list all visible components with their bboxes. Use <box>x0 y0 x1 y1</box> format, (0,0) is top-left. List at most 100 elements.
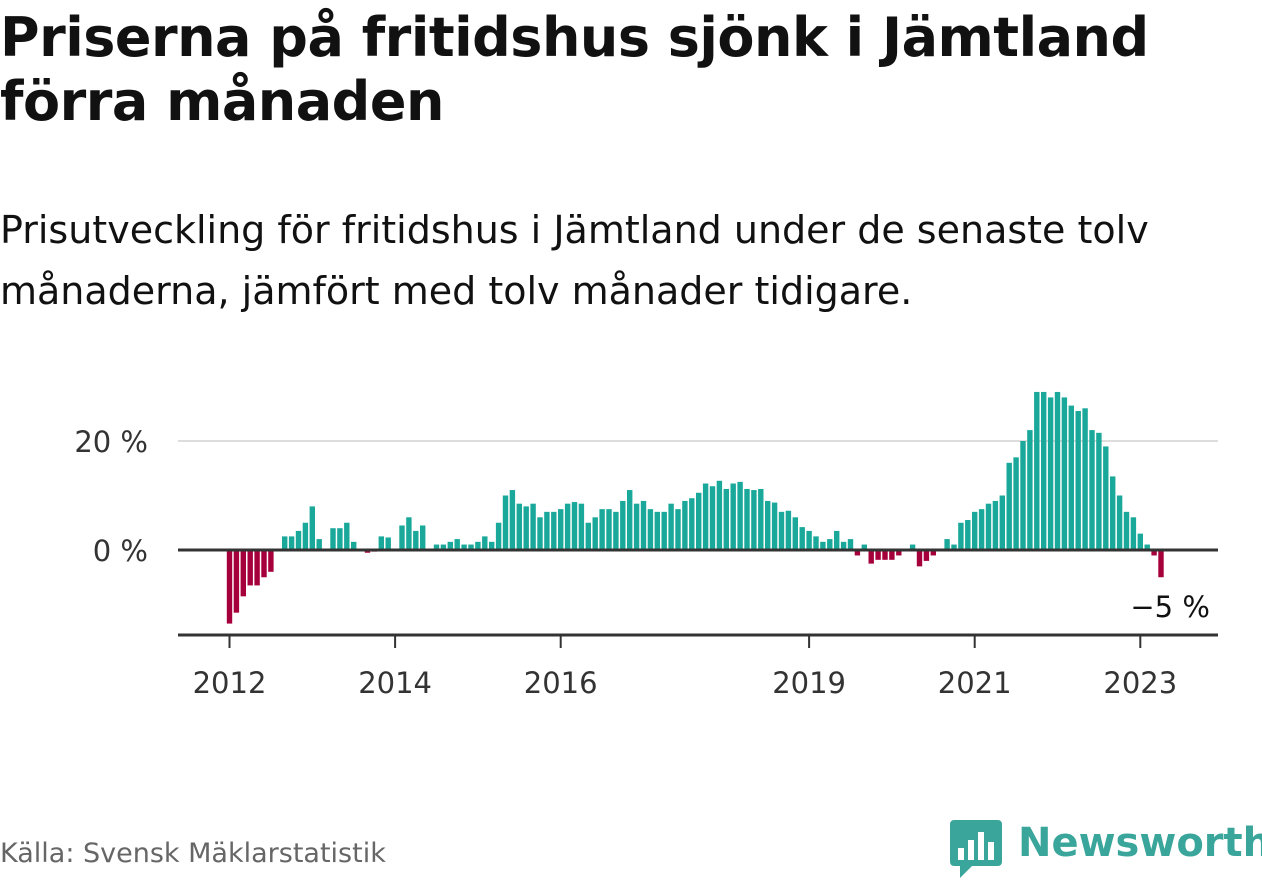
bar <box>1103 446 1109 550</box>
bar <box>1089 430 1095 550</box>
bar <box>226 550 233 624</box>
bar <box>516 503 522 551</box>
bar <box>1068 405 1074 550</box>
bar <box>958 522 964 550</box>
bar <box>675 509 681 551</box>
bar <box>1041 391 1047 550</box>
bar <box>592 517 598 550</box>
bar <box>1144 544 1150 550</box>
bar <box>916 550 923 567</box>
bar <box>875 550 881 560</box>
bar <box>923 550 930 561</box>
bar <box>944 539 950 550</box>
x-tick-label: 2021 <box>938 666 1012 700</box>
source-note: Källa: Svensk Mäklarstatistik <box>0 838 386 869</box>
bar <box>316 539 322 550</box>
bar <box>571 502 578 550</box>
bar <box>282 536 288 551</box>
bar <box>799 527 805 550</box>
bar <box>1020 441 1026 550</box>
bar <box>972 511 978 550</box>
bar <box>295 530 302 550</box>
bar <box>330 528 336 550</box>
bar <box>461 544 467 550</box>
bar <box>1110 476 1116 551</box>
bar <box>413 530 419 550</box>
bar <box>633 503 640 551</box>
bar <box>1054 391 1061 550</box>
bar <box>378 536 384 551</box>
bar <box>475 541 481 551</box>
bar <box>399 525 405 551</box>
bar <box>1116 495 1123 550</box>
bar <box>806 530 812 550</box>
x-ticks: 2012 2014 2016 2019 2021 2023 <box>193 635 1177 700</box>
bar <box>1137 533 1143 550</box>
bar <box>861 544 867 550</box>
bar <box>627 490 633 550</box>
brand-name: Newsworthy <box>1018 820 1262 866</box>
bar <box>489 541 495 551</box>
bar <box>420 525 426 551</box>
bar <box>385 537 391 551</box>
bar <box>730 483 736 550</box>
bar <box>268 550 274 572</box>
bar <box>827 539 833 550</box>
bar <box>1006 462 1012 550</box>
bar <box>792 517 798 550</box>
bar <box>530 503 536 551</box>
bar <box>1013 457 1019 550</box>
bar <box>723 488 729 550</box>
bar <box>482 536 488 551</box>
bar <box>447 541 453 551</box>
x-tick-label: 2023 <box>1103 666 1177 700</box>
x-tick-label: 2016 <box>524 666 598 700</box>
bar <box>254 550 260 586</box>
x-tick-label: 2014 <box>358 666 432 700</box>
bar <box>1075 411 1081 550</box>
bar <box>544 511 550 550</box>
bar <box>551 511 557 550</box>
bar <box>992 500 999 550</box>
bar <box>737 481 743 551</box>
bar <box>978 509 985 551</box>
bar <box>613 511 619 550</box>
bar-chart: 0 % 20 % 2012 2014 2016 2019 2021 2023 −5 % <box>74 391 1218 700</box>
bar <box>523 506 529 550</box>
bar <box>965 520 971 550</box>
bar <box>868 550 874 564</box>
bar <box>702 483 709 550</box>
bar <box>716 480 723 550</box>
chart-subtitle: Prisutveckling för fritidshus i Jämtland… <box>0 208 1149 313</box>
bar <box>468 544 474 550</box>
bar <box>1027 430 1033 550</box>
bar <box>647 509 654 551</box>
bar <box>606 509 612 551</box>
bar <box>1061 397 1068 550</box>
annotations: −5 % <box>1130 590 1210 624</box>
bar <box>1047 397 1054 550</box>
bar <box>302 522 309 550</box>
bar <box>744 488 750 550</box>
bar <box>537 517 543 550</box>
bar <box>440 544 447 550</box>
bar <box>233 550 240 613</box>
bar <box>433 544 440 550</box>
bar <box>951 544 957 550</box>
bar-chart-logo-icon <box>950 820 1002 878</box>
latest-value-label: −5 % <box>1130 590 1210 624</box>
bar <box>813 536 819 551</box>
bar <box>558 509 564 551</box>
bar <box>834 530 840 550</box>
bar <box>1151 550 1157 556</box>
bar <box>696 492 702 550</box>
bar <box>1130 517 1137 550</box>
bar <box>771 502 778 550</box>
bar <box>882 550 888 560</box>
bar <box>661 511 667 550</box>
bar <box>1123 511 1130 550</box>
bar <box>578 503 585 551</box>
bar <box>682 500 688 550</box>
bar <box>337 528 343 550</box>
y-tick-label: 20 % <box>74 425 148 459</box>
